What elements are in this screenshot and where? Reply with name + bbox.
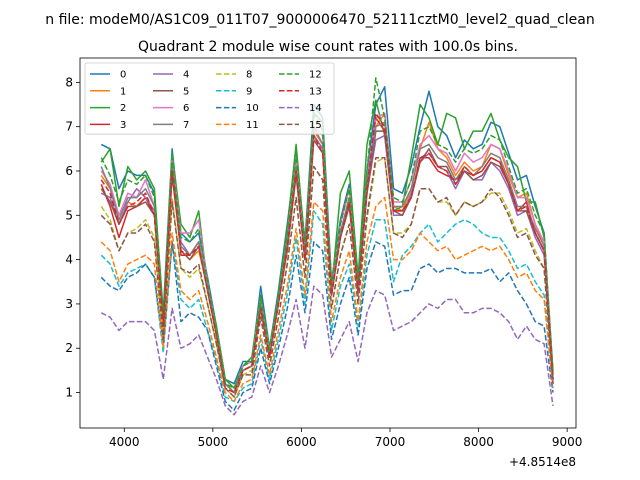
legend-label-5: 5 (183, 86, 189, 97)
legend-label-6: 6 (183, 103, 189, 114)
legend-label-9: 9 (246, 86, 252, 97)
legend-label-8: 8 (246, 70, 252, 81)
x-tick-label: 7000 (375, 435, 406, 449)
x-tick-label: 8000 (463, 435, 494, 449)
legend-frame (84, 62, 335, 135)
figure-suptitle: n file: modeM0/AS1C09_011T07_9000006470_… (45, 12, 594, 28)
x-axis: 4000 5000 6000 7000 8000 9000 (109, 428, 582, 449)
series-layer (100, 77, 554, 416)
series-line-10 (100, 241, 554, 412)
y-tick-label: 3 (65, 297, 73, 311)
x-tick-label: 9000 (552, 435, 583, 449)
series-line-15 (100, 156, 554, 398)
series-line-14 (100, 285, 554, 416)
legend-label-13: 13 (309, 86, 322, 97)
legend-label-1: 1 (120, 86, 126, 97)
y-tick-label: 8 (65, 75, 73, 89)
series-line-11 (100, 196, 554, 403)
x-tick-label: 5000 (198, 435, 229, 449)
legend-label-7: 7 (183, 120, 189, 131)
y-tick-label: 7 (65, 120, 73, 134)
x-tick-label: 4000 (109, 435, 140, 449)
legend-label-4: 4 (183, 70, 189, 81)
y-tick-label: 2 (65, 341, 73, 355)
series-line-12 (100, 77, 554, 389)
series-line-9 (100, 210, 554, 403)
x-axis-offset-text: +4.8514e8 (509, 455, 576, 469)
legend-label-14: 14 (309, 103, 322, 114)
y-axis: 1 2 3 4 5 6 7 8 (65, 75, 80, 400)
legend-label-15: 15 (309, 120, 322, 131)
x-tick-label: 6000 (286, 435, 317, 449)
y-tick-label: 1 (65, 386, 73, 400)
legend-label-11: 11 (246, 120, 259, 131)
legend-label-10: 10 (246, 103, 259, 114)
legend-label-0: 0 (120, 70, 126, 81)
y-tick-label: 4 (65, 253, 73, 267)
legend-label-12: 12 (309, 70, 322, 81)
plot-area-frame (79, 57, 577, 429)
chart-title: Quadrant 2 module wise count rates with … (138, 39, 518, 55)
legend-label-3: 3 (120, 120, 126, 131)
series-line-13 (100, 112, 554, 394)
y-tick-label: 6 (65, 164, 73, 178)
y-tick-label: 5 (65, 208, 73, 222)
legend-label-2: 2 (120, 103, 126, 114)
